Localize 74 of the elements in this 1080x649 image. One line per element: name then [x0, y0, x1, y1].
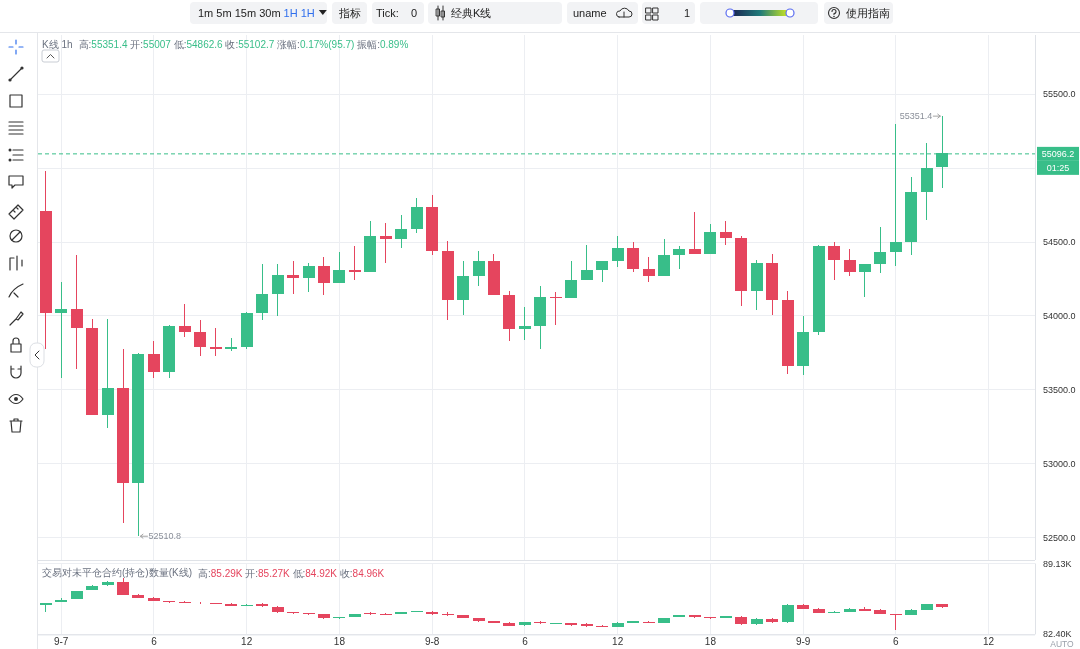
text: Tick:: [376, 7, 399, 19]
candlestick: [611, 235, 624, 268]
y-tick-label: 53000.0: [1043, 458, 1076, 469]
y-tick-label: 82.40K: [1043, 629, 1072, 640]
text: 1m 5m 15m 30m 1H 1H: [198, 7, 315, 19]
candlestick: [828, 241, 841, 281]
candlestick: [673, 245, 686, 270]
candlestick: [518, 306, 531, 341]
candlestick: [719, 220, 732, 246]
candlestick: [287, 260, 300, 295]
candlestick: [70, 254, 83, 370]
candlestick: [472, 250, 485, 287]
text: uname: [573, 7, 607, 19]
chart-subtitle: 高:85.29K 开:85.27K 低:84.92K 收:84.96K: [198, 567, 385, 578]
candlestick: [642, 256, 655, 283]
ref-line-label: 55096.2: [1041, 148, 1075, 159]
x-tick-label: 9-9: [795, 636, 811, 648]
x-tick-label: 6: [151, 636, 158, 648]
text: 高:55351.4 开:55007 低:54862.6 收:55102.7 涨幅:0.17%(95.7) 振幅:0.89%: [78, 38, 409, 50]
chart-title: K线 1h: [42, 38, 73, 50]
candlestick: [256, 602, 269, 608]
x-tick-label: 9-8: [424, 636, 440, 648]
candlestick: [178, 303, 191, 338]
x-tick-label: 9-7: [53, 636, 69, 648]
chart-title: 交易对未平仓合约(持仓)数量(K线): [42, 567, 192, 578]
candlestick: [302, 262, 315, 293]
x-tick-label: 12: [241, 636, 253, 648]
text: 经典K线: [451, 7, 492, 19]
candlestick: [858, 263, 871, 298]
y-tick-label: 54500.0: [1043, 237, 1076, 248]
candlestick: [858, 606, 871, 612]
candlestick: [317, 256, 330, 296]
candlestick: [627, 241, 640, 273]
y-tick-label: 52500.0: [1043, 532, 1076, 543]
annotation: 55351.4: [899, 111, 933, 122]
candlestick: [874, 226, 887, 274]
text: 1: [684, 7, 691, 19]
candlestick: [379, 222, 392, 264]
candlestick: [889, 613, 902, 631]
candlestick: [565, 260, 578, 299]
x-tick-label: 6: [522, 636, 529, 648]
candlestick: [271, 263, 284, 317]
y-tick-label: 55500.0: [1043, 89, 1076, 100]
candlestick: [457, 260, 470, 316]
candlestick: [688, 211, 701, 255]
candlestick: [395, 214, 408, 249]
y-tick-label: 54000.0: [1043, 310, 1076, 321]
x-tick-label: 6: [893, 636, 900, 648]
y-tick-label: 89.13K: [1043, 558, 1072, 569]
candlestick: [256, 263, 269, 321]
y-tick-label: 53500.0: [1043, 384, 1076, 395]
candlestick: [704, 223, 717, 255]
x-tick-label: 18: [704, 636, 717, 648]
candlestick: [410, 197, 423, 234]
candlestick: [55, 281, 68, 379]
candlestick: [209, 327, 222, 357]
text: 01:25: [1046, 162, 1070, 173]
text: AUTO: [1050, 639, 1075, 649]
annotation: 52510.8: [148, 531, 182, 542]
candlestick: [580, 244, 593, 281]
candlestick: [348, 245, 361, 281]
candlestick: [781, 603, 794, 624]
text: 0: [411, 7, 418, 19]
x-tick-label: 12: [612, 636, 624, 648]
candlestick: [333, 251, 346, 284]
text: 指标: [338, 7, 361, 19]
x-tick-label: 12: [983, 636, 995, 648]
candlestick: [147, 340, 160, 379]
text: 使用指南: [846, 7, 890, 19]
candlestick: [658, 238, 671, 277]
candlestick: [194, 319, 207, 357]
candlestick: [596, 260, 609, 283]
candlestick: [843, 248, 856, 277]
x-tick-label: 18: [333, 636, 346, 648]
